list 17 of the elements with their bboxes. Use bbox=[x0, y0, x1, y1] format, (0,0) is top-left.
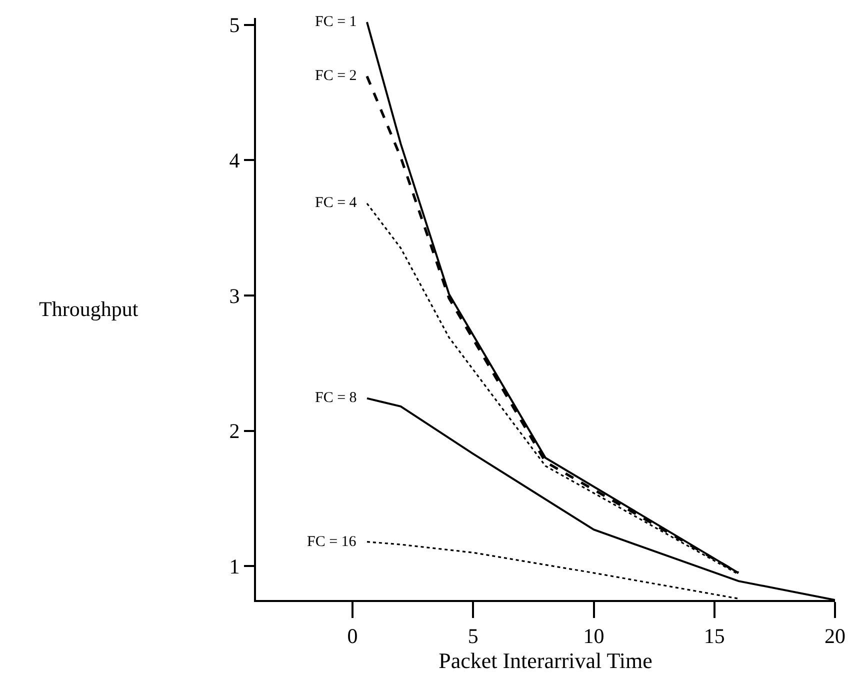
x-tick-label: 5 bbox=[468, 624, 478, 648]
y-tick-label: 3 bbox=[229, 284, 240, 308]
y-tick-label: 1 bbox=[229, 554, 240, 579]
series-label: FC = 8 bbox=[315, 390, 357, 406]
y-axis-title: Throughput bbox=[39, 297, 138, 321]
y-tick-label: 4 bbox=[229, 148, 240, 172]
y-tick-label: 5 bbox=[229, 13, 240, 38]
x-tick-label: 0 bbox=[347, 624, 358, 648]
x-tick-label: 20 bbox=[824, 624, 846, 648]
series-label: FC = 4 bbox=[315, 195, 358, 211]
x-tick-label: 15 bbox=[704, 624, 725, 648]
series-label: FC = 1 bbox=[315, 14, 357, 30]
series-label: FC = 2 bbox=[315, 68, 357, 84]
x-axis-title: Packet Interarrival Time bbox=[438, 648, 652, 674]
y-tick-label: 2 bbox=[229, 419, 240, 444]
series-label: FC = 16 bbox=[307, 534, 357, 550]
x-tick-label: 10 bbox=[583, 624, 604, 648]
